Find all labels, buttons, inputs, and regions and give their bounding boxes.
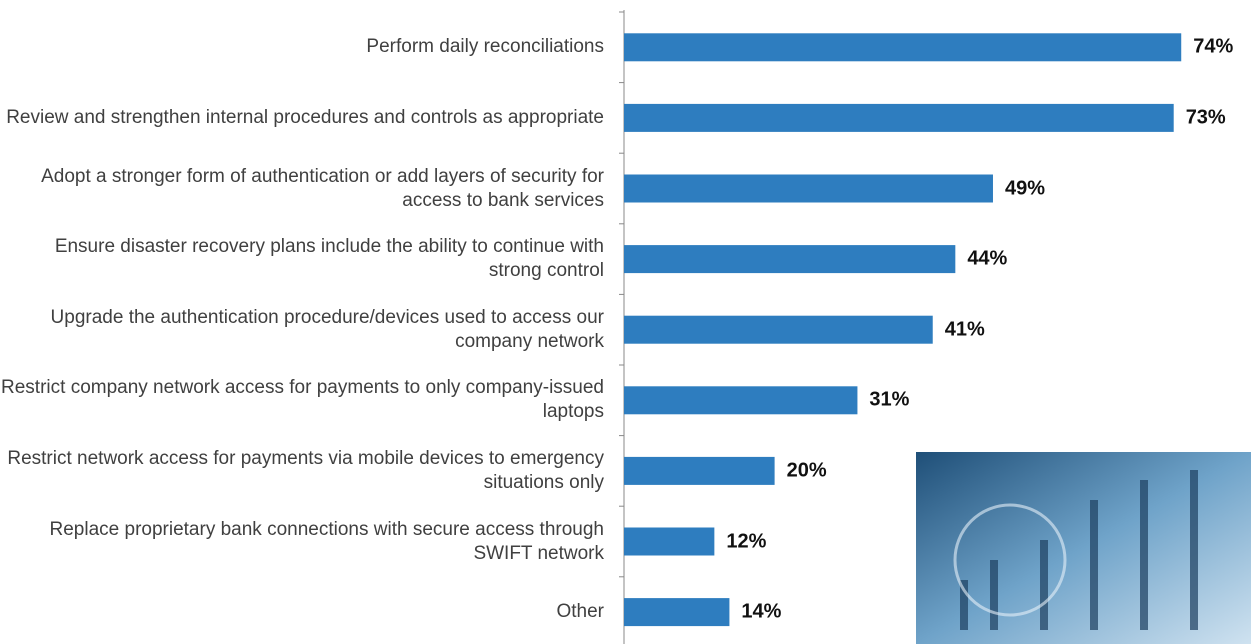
value-label: 44% — [967, 247, 1008, 270]
bar — [624, 103, 1174, 132]
category-label: Adopt a stronger form of authentication … — [41, 165, 604, 211]
value-label: 73% — [1185, 106, 1226, 129]
bar — [624, 598, 730, 627]
bar — [624, 174, 993, 203]
category-label: Other — [556, 601, 604, 623]
value-label: 74% — [1193, 35, 1234, 58]
value-label: 41% — [944, 318, 985, 341]
category-label: Upgrade the authentication procedure/dev… — [50, 306, 604, 352]
category-label: Replace proprietary bank connections wit… — [49, 518, 604, 564]
value-label: 49% — [1004, 177, 1045, 199]
bar — [624, 245, 956, 274]
bar — [624, 315, 933, 344]
bar — [624, 527, 715, 556]
value-label: 31% — [869, 388, 910, 411]
value-label: 12% — [726, 530, 767, 552]
category-label: Restrict network access for payments via… — [7, 447, 604, 493]
value-label: 20% — [786, 459, 827, 482]
category-label: Ensure disaster recovery plans include t… — [54, 236, 604, 282]
bar — [624, 33, 1182, 62]
category-label: Restrict company network access for paym… — [1, 377, 604, 423]
decorative-photo — [916, 452, 1251, 644]
value-label: 14% — [741, 600, 782, 623]
bar — [624, 386, 858, 415]
category-label: Review and strengthen internal procedure… — [6, 106, 604, 128]
bar — [624, 456, 775, 485]
category-label: Perform daily reconciliations — [366, 36, 604, 58]
